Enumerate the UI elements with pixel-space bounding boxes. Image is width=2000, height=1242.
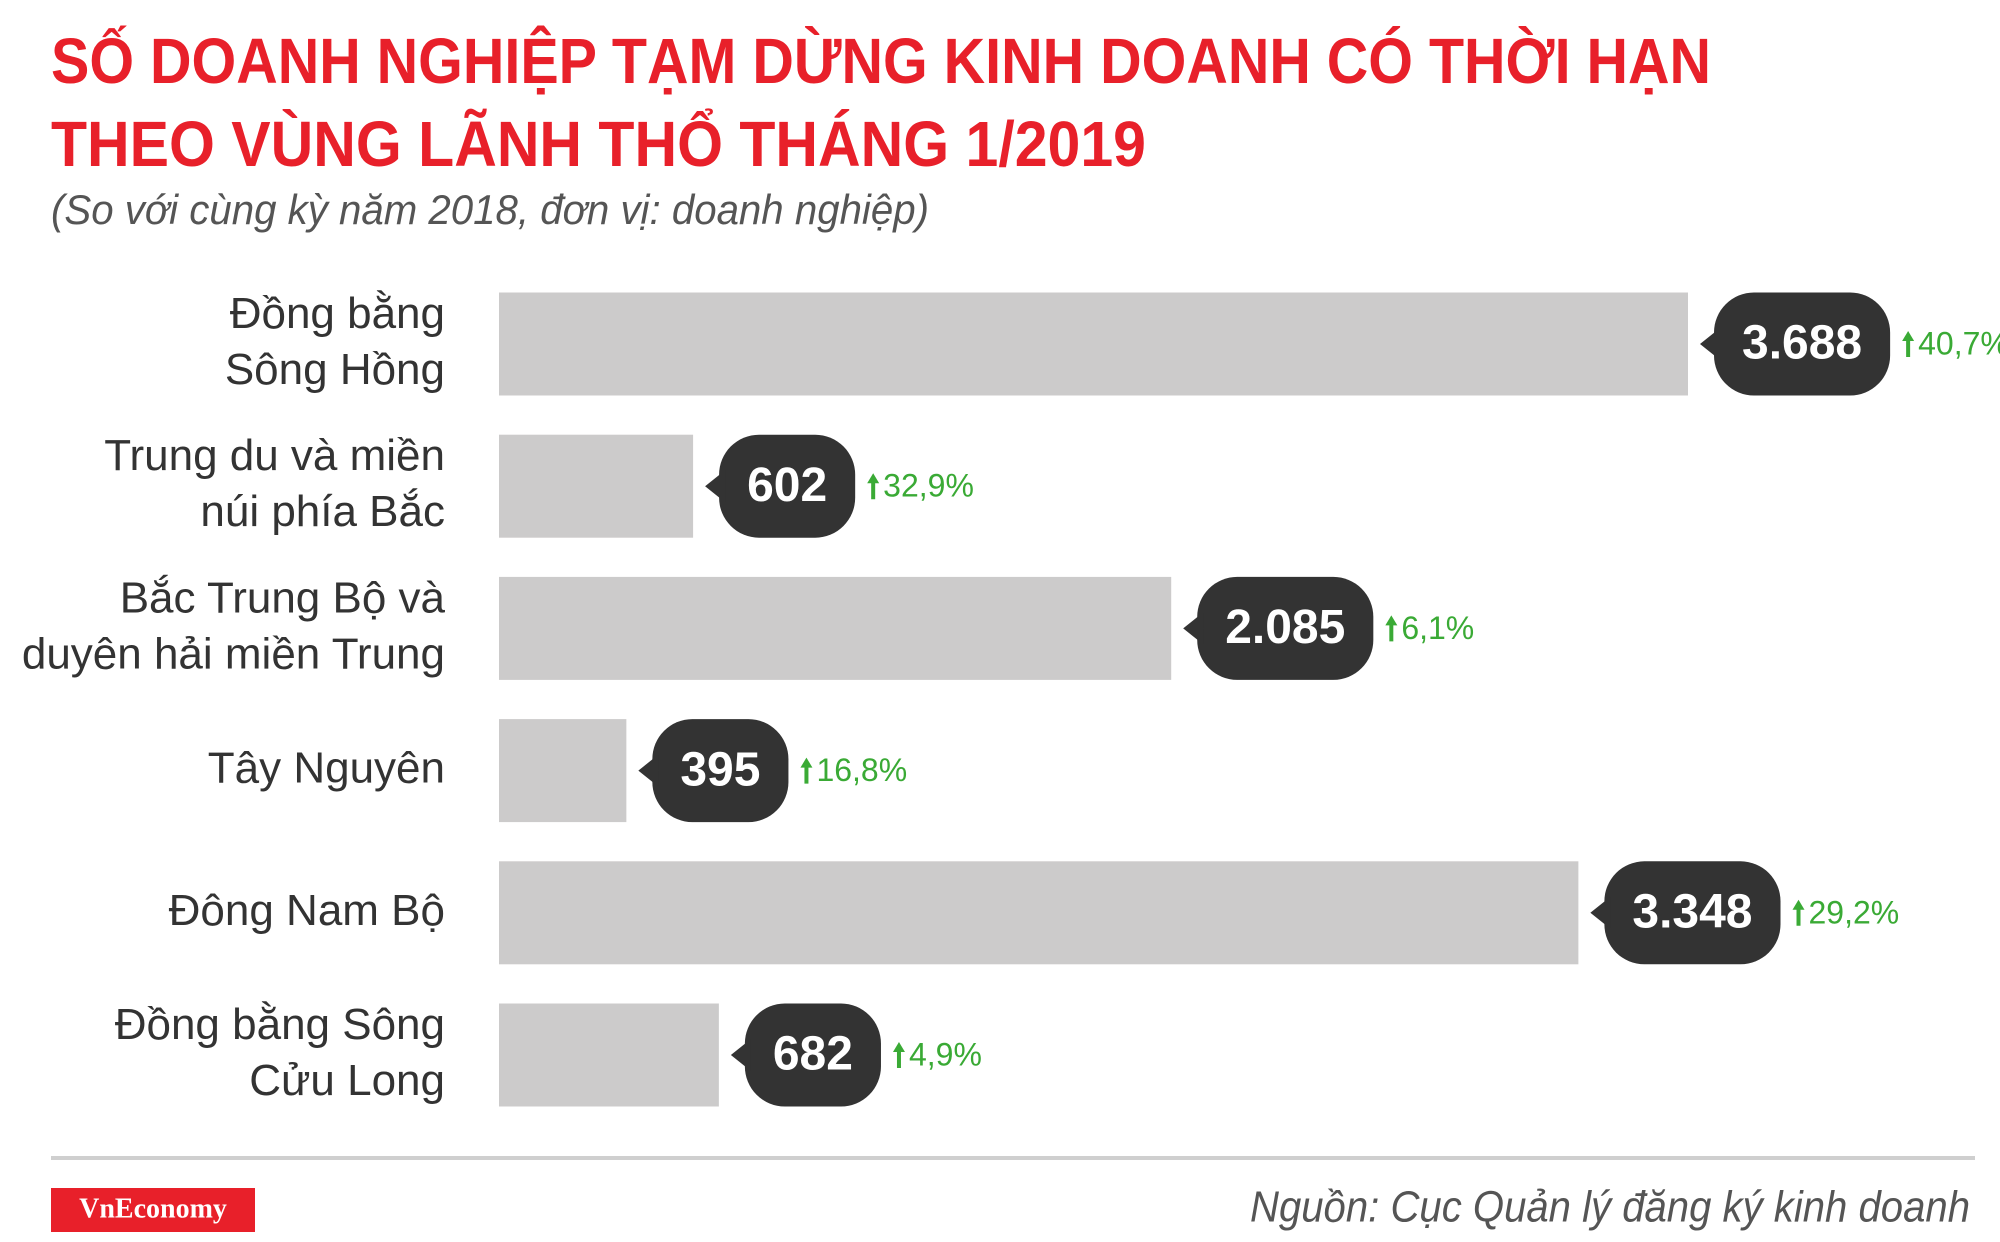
- value-bubble: [705, 434, 856, 538]
- category-label: Đồng bằng Sông Cửu Long: [115, 1000, 445, 1105]
- category-label: Bắc Trung Bộ và duyên hải miền Trung: [22, 573, 446, 678]
- change-label: 32,9%: [883, 468, 974, 504]
- change-label: 29,2%: [1809, 894, 1900, 930]
- change-label: 40,7%: [1918, 325, 2000, 361]
- bubble-pointer: [705, 470, 726, 503]
- bubble-pointer: [730, 1039, 751, 1071]
- category-line: núi phía Bắc: [200, 487, 445, 536]
- bubble-body: [1604, 861, 1781, 965]
- brand-logo: [51, 1188, 255, 1232]
- category-label: Trung du và miền núi phía Bắc: [104, 431, 445, 536]
- category-label: Đồng bằng Sông Hồng: [225, 289, 445, 394]
- category-line: Đồng bằng Sông: [115, 1000, 445, 1049]
- change-label: 6,1%: [1401, 610, 1474, 646]
- bubble-body: [719, 434, 856, 538]
- value-label: 682: [773, 1028, 853, 1081]
- change-arrow: [1902, 331, 1915, 357]
- bar: [499, 719, 627, 823]
- category-line: Đồng bằng: [230, 289, 445, 338]
- bubble-body: [1197, 576, 1374, 680]
- bubble-body: [652, 719, 789, 823]
- value-bubble: [1700, 292, 1891, 396]
- category-label: Tây Nguyên: [208, 743, 445, 792]
- category-line: Cửu Long: [249, 1056, 445, 1105]
- change-arrow: [867, 473, 880, 500]
- bubble-body: [744, 1003, 881, 1107]
- change-label: 4,9%: [909, 1036, 982, 1072]
- source: Nguồn: Cục Quản lý đăng ký kinh doanh: [1250, 1183, 1970, 1232]
- category-line: Tây Nguyên: [208, 743, 445, 792]
- bubble-pointer: [1590, 896, 1611, 929]
- bubble-body: [1714, 292, 1891, 396]
- change-arrow: [800, 757, 813, 784]
- value-bubble: [1183, 576, 1374, 680]
- value-label: 2.085: [1225, 601, 1345, 654]
- value-bubble: [1590, 861, 1781, 965]
- value-label: 3.688: [1742, 317, 1862, 370]
- category-line: Bắc Trung Bộ và: [120, 573, 446, 622]
- value-label: 395: [680, 743, 760, 796]
- value-label: 3.348: [1632, 885, 1752, 938]
- chart-title: SỐ DOANH NGHIỆP TẠM DỪNG KINH DOANH CÓ T…: [51, 24, 1711, 97]
- category-line: duyên hải miền Trung: [22, 629, 445, 678]
- bubble-pointer: [638, 754, 659, 787]
- bar: [499, 861, 1579, 965]
- value-label: 602: [747, 459, 827, 512]
- category-label: Đông Nam Bộ: [169, 885, 445, 934]
- change-arrow: [892, 1042, 905, 1068]
- category-line: Đông Nam Bộ: [169, 885, 445, 934]
- value-bubble: [730, 1003, 881, 1107]
- bubble-pointer: [1700, 328, 1720, 360]
- bar: [499, 292, 1688, 396]
- change-arrow: [1792, 899, 1805, 926]
- chart-title: THEO VÙNG LÃNH THỔ THÁNG 1/2019: [51, 107, 1146, 180]
- category-line: Sông Hồng: [225, 345, 445, 394]
- brand-text: VnEconomy: [79, 1193, 227, 1224]
- value-bubble: [638, 719, 789, 823]
- bubble-pointer: [1183, 612, 1204, 645]
- change-arrow: [1385, 615, 1398, 642]
- chart-subtitle: (So với cùng kỳ năm 2018, đơn vị: doanh …: [51, 186, 929, 233]
- bar: [499, 576, 1172, 680]
- bar: [499, 434, 694, 538]
- category-line: Trung du và miền: [104, 431, 445, 480]
- bar: [499, 1003, 719, 1107]
- change-label: 16,8%: [816, 752, 907, 788]
